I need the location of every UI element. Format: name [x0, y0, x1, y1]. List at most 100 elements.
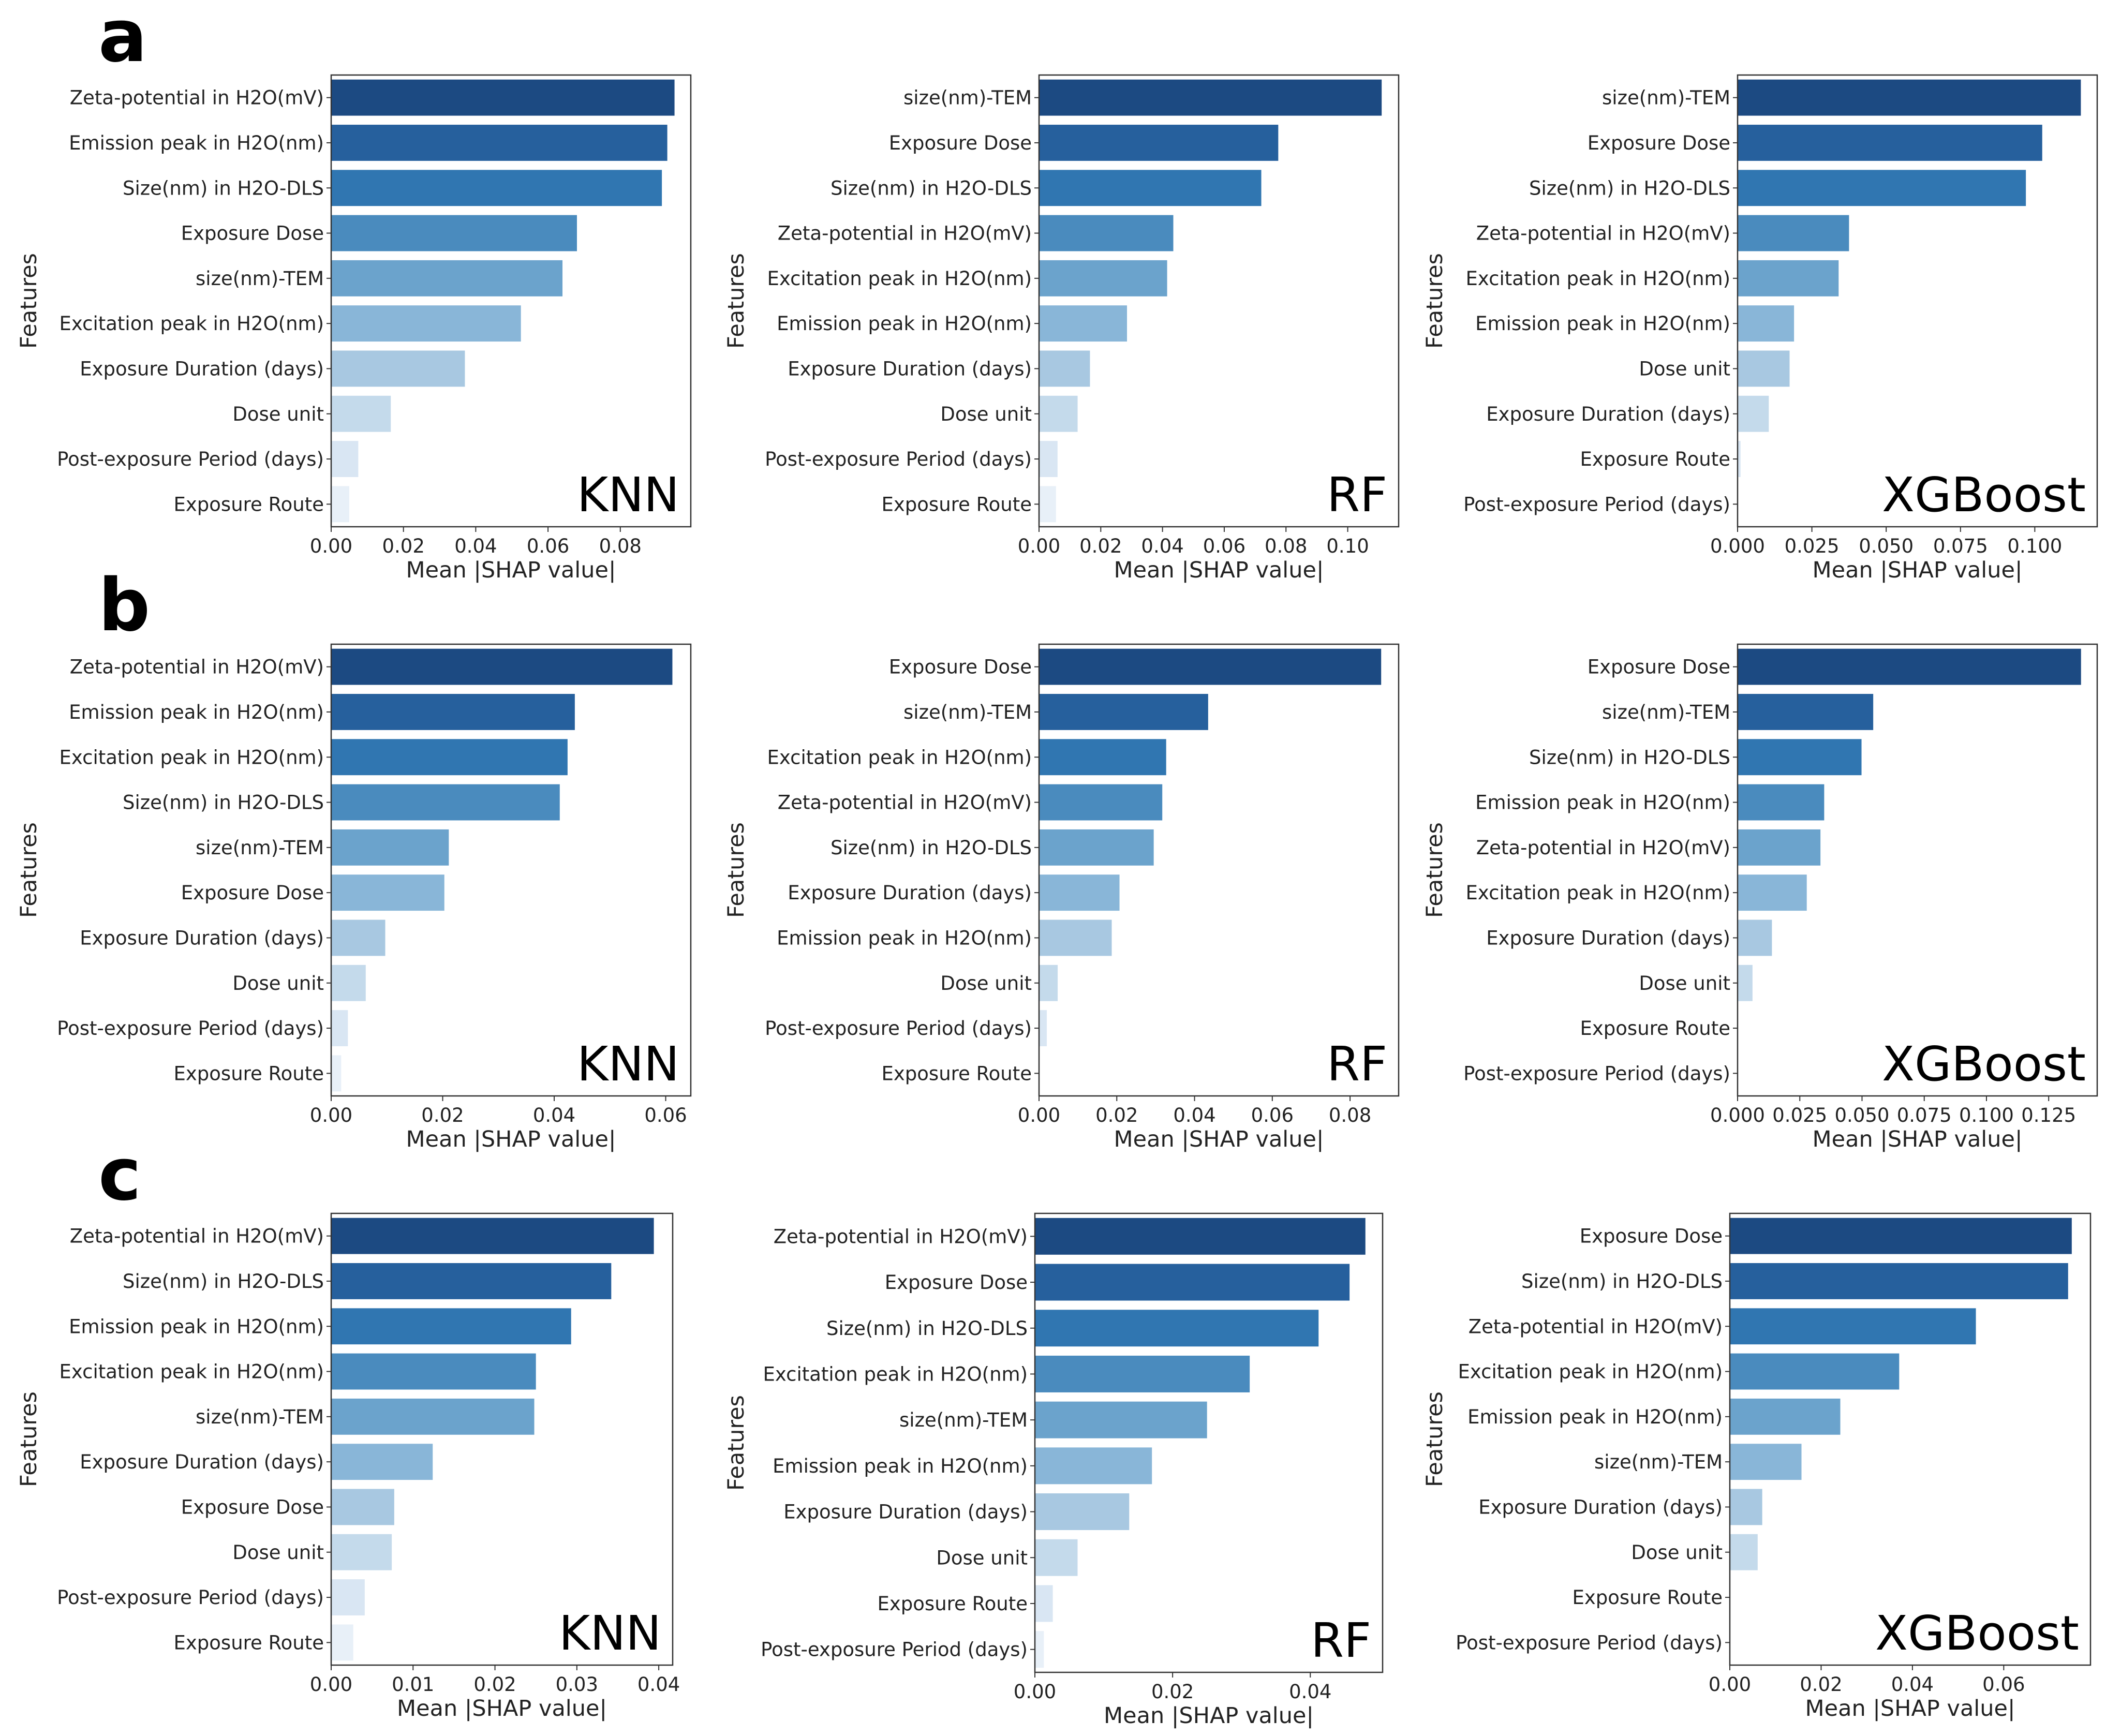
ytick-label-b-rf-exposure-route: Exposure Route	[882, 1062, 1032, 1085]
bar-c-xgboost-excitation-peak-in-h2o-nm	[1730, 1353, 1900, 1390]
bar-a-rf-post-exposure-period-days	[1039, 441, 1058, 477]
model-label-b-rf: RF	[1327, 1036, 1387, 1092]
bar-b-rf-exposure-dose	[1039, 648, 1382, 685]
bar-b-xgboost-exposure-duration-days	[1738, 919, 1772, 956]
row-label-c: c	[98, 1133, 141, 1217]
model-label-a-xgboost: XGBoost	[1882, 467, 2086, 523]
bar-b-knn-size-nm-tem	[331, 829, 449, 866]
yaxis-label-b-xgboost: Features	[1422, 822, 1448, 918]
ytick-label-a-xgboost-emission-peak-in-h2o-nm: Emission peak in H2O(nm)	[1475, 313, 1730, 335]
bar-a-xgboost-exposure-dose	[1738, 125, 2042, 161]
yaxis-label-a-xgboost: Features	[1422, 253, 1448, 349]
model-label-c-rf: RF	[1311, 1613, 1371, 1668]
xtick-label-b-xgboost-0: 0.000	[1710, 1104, 1765, 1126]
xaxis-label-b-rf: Mean |SHAP value|	[1114, 1126, 1324, 1152]
ytick-label-b-xgboost-exposure-route: Exposure Route	[1580, 1017, 1730, 1040]
bar-b-xgboost-zeta-potential-in-h2o-mv	[1738, 829, 1821, 866]
bar-a-knn-size-nm-tem	[331, 260, 563, 296]
model-label-c-knn: KNN	[559, 1606, 661, 1661]
ytick-label-c-rf-exposure-dose: Exposure Dose	[885, 1271, 1028, 1294]
bar-a-xgboost-exposure-route	[1738, 441, 1741, 477]
ytick-label-b-xgboost-exposure-dose: Exposure Dose	[1588, 656, 1730, 678]
xtick-label-b-xgboost-2: 0.050	[1835, 1104, 1890, 1126]
bar-a-knn-exposure-duration-days	[331, 350, 465, 387]
bar-c-xgboost-exposure-duration-days	[1730, 1489, 1762, 1525]
ytick-label-a-knn-post-exposure-period-days: Post-exposure Period (days)	[57, 448, 324, 470]
ytick-label-c-knn-size-nm-in-h2o-dls: Size(nm) in H2O-DLS	[123, 1270, 324, 1293]
bar-c-knn-post-exposure-period-days	[331, 1579, 365, 1615]
xtick-label-b-knn-2: 0.04	[533, 1104, 575, 1126]
ytick-label-c-rf-zeta-potential-in-h2o-mv: Zeta-potential in H2O(mV)	[774, 1225, 1028, 1248]
ytick-label-c-rf-dose-unit: Dose unit	[936, 1547, 1028, 1569]
bar-c-xgboost-size-nm-tem	[1730, 1444, 1802, 1480]
xtick-label-a-rf-0: 0.00	[1018, 535, 1060, 557]
xtick-label-a-knn-0: 0.00	[310, 535, 352, 557]
bar-b-knn-exposure-duration-days	[331, 919, 385, 956]
xaxis-label-a-knn: Mean |SHAP value|	[406, 557, 616, 583]
bar-b-xgboost-emission-peak-in-h2o-nm	[1738, 784, 1825, 821]
ytick-label-c-knn-size-nm-tem: size(nm)-TEM	[196, 1406, 324, 1428]
ytick-label-c-rf-exposure-duration-days: Exposure Duration (days)	[783, 1501, 1028, 1523]
xtick-label-c-knn-2: 0.02	[473, 1673, 516, 1696]
xtick-label-a-knn-2: 0.04	[454, 535, 497, 557]
ytick-label-a-rf-dose-unit: Dose unit	[940, 403, 1032, 425]
yaxis-label-a-knn: Features	[16, 253, 42, 349]
ytick-label-a-xgboost-zeta-potential-in-h2o-mv: Zeta-potential in H2O(mV)	[1476, 222, 1730, 245]
ytick-label-c-xgboost-exposure-duration-days: Exposure Duration (days)	[1478, 1496, 1723, 1518]
bar-b-xgboost-size-nm-tem	[1738, 694, 1874, 730]
ytick-label-c-knn-dose-unit: Dose unit	[232, 1541, 324, 1564]
ytick-label-b-knn-emission-peak-in-h2o-nm: Emission peak in H2O(nm)	[69, 701, 324, 723]
bar-a-rf-exposure-duration-days	[1039, 350, 1090, 387]
ytick-label-c-xgboost-size-nm-in-h2o-dls: Size(nm) in H2O-DLS	[1521, 1270, 1723, 1293]
xtick-label-a-knn-3: 0.06	[527, 535, 569, 557]
ytick-label-c-xgboost-excitation-peak-in-h2o-nm: Excitation peak in H2O(nm)	[1458, 1361, 1723, 1383]
xaxis-label-c-xgboost: Mean |SHAP value|	[1805, 1696, 2015, 1722]
axes-frame-c-knn	[330, 1212, 674, 1666]
ytick-label-b-knn-dose-unit: Dose unit	[232, 972, 324, 995]
ytick-label-b-xgboost-post-exposure-period-days: Post-exposure Period (days)	[1463, 1062, 1730, 1085]
bar-a-knn-dose-unit	[331, 395, 391, 432]
xtick-label-b-knn-0: 0.00	[310, 1104, 352, 1126]
bar-a-rf-size-nm-in-h2o-dls	[1039, 170, 1262, 206]
xtick-label-a-rf-5: 0.10	[1326, 535, 1369, 557]
ytick-label-b-knn-size-nm-in-h2o-dls: Size(nm) in H2O-DLS	[123, 792, 324, 814]
bar-c-rf-exposure-dose	[1035, 1264, 1350, 1301]
bar-b-rf-exposure-duration-days	[1039, 874, 1120, 911]
bar-a-xgboost-size-nm-in-h2o-dls	[1738, 170, 2026, 206]
xtick-label-b-rf-1: 0.02	[1095, 1104, 1138, 1126]
xtick-label-b-rf-3: 0.06	[1251, 1104, 1294, 1126]
axes-frame-b-rf	[1038, 643, 1400, 1097]
ytick-label-b-xgboost-dose-unit: Dose unit	[1639, 972, 1730, 995]
ytick-label-c-rf-emission-peak-in-h2o-nm: Emission peak in H2O(nm)	[773, 1455, 1028, 1477]
ytick-label-b-knn-zeta-potential-in-h2o-mv: Zeta-potential in H2O(mV)	[70, 656, 324, 678]
bar-a-knn-exposure-route	[331, 486, 349, 523]
bar-c-knn-dose-unit	[331, 1534, 392, 1570]
bar-a-knn-emission-peak-in-h2o-nm	[331, 125, 668, 161]
model-label-a-rf: RF	[1327, 467, 1387, 523]
xtick-label-a-xgboost-4: 0.100	[2007, 535, 2062, 557]
xtick-label-b-rf-4: 0.08	[1329, 1104, 1371, 1126]
ytick-label-b-rf-exposure-dose: Exposure Dose	[889, 656, 1032, 678]
ytick-label-b-xgboost-size-nm-in-h2o-dls: Size(nm) in H2O-DLS	[1529, 746, 1730, 768]
bar-c-rf-exposure-duration-days	[1035, 1493, 1130, 1531]
ytick-label-b-rf-excitation-peak-in-h2o-nm: Excitation peak in H2O(nm)	[767, 746, 1032, 768]
ytick-label-b-knn-post-exposure-period-days: Post-exposure Period (days)	[57, 1017, 324, 1040]
row-label-b: b	[98, 563, 150, 648]
yaxis-label-c-rf: Features	[723, 1395, 749, 1491]
bar-b-rf-post-exposure-period-days	[1039, 1010, 1047, 1046]
ytick-label-a-rf-post-exposure-period-days: Post-exposure Period (days)	[765, 448, 1032, 470]
bar-c-knn-excitation-peak-in-h2o-nm	[331, 1353, 536, 1390]
yaxis-label-b-knn: Features	[16, 822, 42, 918]
xtick-label-a-rf-3: 0.06	[1203, 535, 1245, 557]
bar-c-rf-post-exposure-period-days	[1035, 1631, 1044, 1668]
bar-b-knn-post-exposure-period-days	[331, 1010, 348, 1046]
xaxis-label-a-xgboost: Mean |SHAP value|	[1813, 557, 2023, 583]
ytick-label-a-knn-emission-peak-in-h2o-nm: Emission peak in H2O(nm)	[69, 132, 324, 154]
bar-c-knn-size-nm-tem	[331, 1398, 535, 1435]
xtick-label-a-rf-2: 0.04	[1141, 535, 1183, 557]
bar-a-rf-emission-peak-in-h2o-nm	[1039, 305, 1128, 342]
ytick-label-c-xgboost-exposure-dose: Exposure Dose	[1580, 1225, 1723, 1248]
ytick-label-c-xgboost-dose-unit: Dose unit	[1631, 1541, 1723, 1564]
axes-frame-b-xgboost	[1737, 643, 2098, 1097]
ytick-label-b-rf-emission-peak-in-h2o-nm: Emission peak in H2O(nm)	[777, 927, 1032, 949]
